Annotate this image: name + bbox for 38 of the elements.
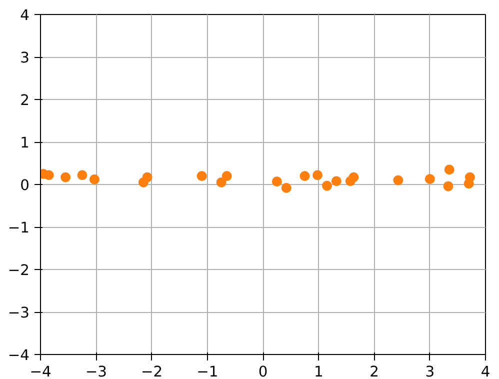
x-tick-label: −3 xyxy=(85,364,107,379)
y-tick-label: 1 xyxy=(20,134,30,152)
x-tick-label: −1 xyxy=(196,364,218,379)
point xyxy=(196,171,207,181)
y-tick-label: −1 xyxy=(8,220,30,236)
point xyxy=(348,172,359,182)
point xyxy=(77,170,88,180)
x-tick-label: 0 xyxy=(258,364,268,379)
point xyxy=(322,180,332,191)
y-tick-label: −4 xyxy=(8,347,30,364)
y-tick-label: 0 xyxy=(20,177,30,194)
x-tick-label: −4 xyxy=(30,364,52,379)
point xyxy=(281,182,292,193)
x-tick-label: −2 xyxy=(140,364,163,379)
point xyxy=(142,172,152,182)
y-tick-label: 4 xyxy=(20,7,30,24)
point xyxy=(393,175,404,186)
point xyxy=(331,176,342,186)
x-tick-label: 3 xyxy=(425,364,435,379)
x-tick-label: 4 xyxy=(480,364,490,379)
point xyxy=(89,174,100,184)
point xyxy=(443,181,454,192)
x-tick-label: 1 xyxy=(314,364,324,379)
y-tick-label: −3 xyxy=(8,304,30,322)
point xyxy=(222,171,232,181)
y-tick-label: 2 xyxy=(20,92,30,109)
point xyxy=(464,172,475,182)
y-tick-label: −2 xyxy=(8,262,30,279)
point xyxy=(44,170,54,180)
point xyxy=(216,177,226,188)
point xyxy=(272,176,282,187)
point xyxy=(424,174,435,184)
y-tick-label: 3 xyxy=(20,50,30,66)
point xyxy=(300,171,310,181)
x-tick-label: 2 xyxy=(370,364,379,379)
point xyxy=(444,164,454,175)
point xyxy=(312,170,323,180)
point xyxy=(60,172,71,182)
